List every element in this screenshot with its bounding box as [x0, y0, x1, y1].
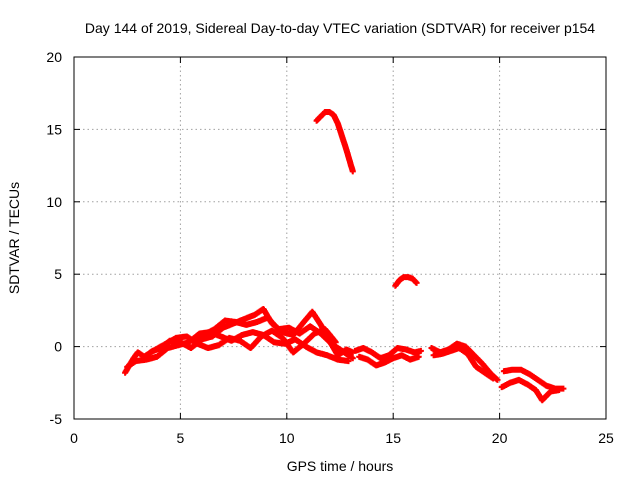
data-points: [122, 109, 567, 404]
series-track-5: [313, 109, 356, 175]
x-tick-label: 15: [385, 430, 401, 446]
x-tick-label: 0: [70, 430, 78, 446]
series-track-7: [351, 345, 424, 362]
data-point-run: [392, 274, 420, 289]
series-track-4: [190, 314, 356, 362]
x-tick-label: 25: [598, 430, 614, 446]
y-tick-label: 10: [46, 194, 62, 210]
y-tick-label: -5: [50, 411, 63, 427]
axis-ticks: [73, 56, 607, 420]
y-tick-label: 15: [46, 121, 62, 137]
series-track-6: [392, 274, 420, 289]
plot-frame: [73, 56, 607, 420]
x-tick-label: 5: [177, 430, 185, 446]
data-point-run: [498, 376, 563, 404]
data-point-run: [313, 109, 356, 175]
x-axis-label: GPS time / hours: [287, 458, 394, 474]
series-track-12: [498, 376, 563, 404]
data-point-run: [190, 314, 356, 362]
data-point-run: [356, 352, 422, 369]
x-tick-label: 20: [492, 430, 508, 446]
x-tick-label: 10: [279, 430, 295, 446]
y-tick-labels: -5 0 5 10 15 20: [46, 49, 62, 427]
x-tick-labels: 0 5 10 15 20 25: [70, 430, 614, 446]
y-tick-label: 5: [54, 266, 62, 282]
data-point-run: [351, 345, 424, 362]
y-tick-label: 20: [46, 49, 62, 65]
y-axis-label: SDTVAR / TECUs: [6, 182, 22, 294]
grid-lines: [74, 57, 606, 419]
series-track-8: [356, 352, 422, 369]
data-point-run: [430, 345, 497, 382]
chart-title: Day 144 of 2019, Sidereal Day-to-day VTE…: [85, 20, 595, 36]
series-track-10: [430, 345, 497, 382]
y-tick-label: 0: [54, 339, 62, 355]
